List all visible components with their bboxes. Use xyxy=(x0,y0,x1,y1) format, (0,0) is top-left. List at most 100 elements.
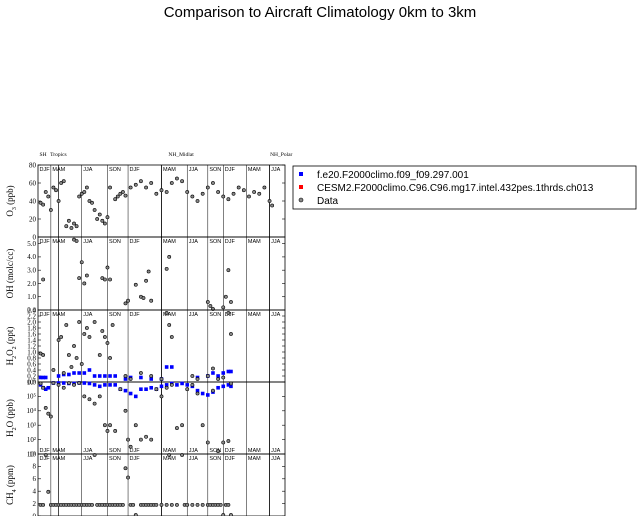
model-point xyxy=(43,375,48,380)
season-label: JJA xyxy=(189,456,199,462)
data-point xyxy=(149,298,154,303)
model-point xyxy=(229,369,233,374)
data-point xyxy=(123,374,128,378)
data-point xyxy=(195,199,200,203)
data-point xyxy=(115,194,120,199)
data-point xyxy=(41,502,46,507)
data-point xyxy=(190,502,195,507)
model-point xyxy=(139,387,143,391)
y-label-part: O xyxy=(5,210,15,217)
data-point xyxy=(262,185,267,190)
y-axis-label: H2O (ppb) xyxy=(5,399,18,437)
season-label: SON xyxy=(209,167,221,173)
data-point xyxy=(64,323,69,327)
data-point xyxy=(180,179,184,184)
y-label-part: H xyxy=(5,358,15,365)
data-point xyxy=(121,502,125,507)
data-point xyxy=(169,382,174,387)
chart-title: Comparison to Aircraft Climatology 0km t… xyxy=(164,4,477,21)
data-point xyxy=(216,190,221,194)
data-point xyxy=(38,381,43,386)
model-point xyxy=(56,374,61,378)
season-label: JJA xyxy=(83,239,93,245)
data-point xyxy=(87,199,92,203)
season-label: MAM xyxy=(248,239,261,245)
season-label: SON xyxy=(109,239,121,245)
data-point xyxy=(48,208,53,212)
season-label: DJF xyxy=(40,456,51,462)
data-point xyxy=(167,255,172,259)
season-label: JJA xyxy=(271,448,281,454)
season-label: JJA xyxy=(83,167,93,173)
model-point xyxy=(206,393,210,397)
data-point xyxy=(226,268,231,273)
season-label: MAM xyxy=(52,239,65,245)
y-label-subscript: 4 xyxy=(12,489,18,492)
data-point xyxy=(241,188,246,193)
y-tick-label: 4 xyxy=(33,488,37,496)
model-point xyxy=(175,383,179,387)
y-tick-label: 10⁵ xyxy=(27,393,37,401)
data-point xyxy=(146,269,151,274)
season-label: JJA xyxy=(189,312,199,318)
model-point xyxy=(128,391,133,396)
data-point xyxy=(105,341,110,345)
y-label-part: CH xyxy=(5,492,15,505)
data-point xyxy=(59,335,64,339)
data-point xyxy=(66,218,71,223)
region-label: NH_Polar xyxy=(270,152,292,158)
model-point xyxy=(159,384,164,389)
data-point xyxy=(105,265,110,270)
y-tick-label: 10¹ xyxy=(27,450,36,458)
data-point xyxy=(77,194,82,199)
data-point xyxy=(190,374,195,378)
data-point xyxy=(175,426,179,430)
season-label: SON xyxy=(209,456,221,462)
model-point xyxy=(61,381,66,385)
data-point xyxy=(43,190,48,194)
season-label: MAM xyxy=(52,448,65,454)
model-point xyxy=(164,383,169,387)
data-point xyxy=(190,382,195,387)
season-label: JJA xyxy=(271,312,281,318)
model-point xyxy=(221,384,226,389)
season-label: DJF xyxy=(40,448,51,454)
data-point xyxy=(66,381,71,385)
y-tick-label: 0.8 xyxy=(27,354,36,362)
season-label: DJF xyxy=(225,456,236,462)
data-point xyxy=(123,408,128,413)
data-point xyxy=(205,185,210,190)
data-point xyxy=(100,329,105,333)
data-point xyxy=(123,193,128,198)
data-point xyxy=(223,294,228,299)
data-point xyxy=(102,423,107,428)
data-point xyxy=(169,502,174,507)
data-point xyxy=(54,188,58,193)
legend-marker xyxy=(299,185,303,189)
data-point xyxy=(221,513,226,516)
model-point xyxy=(149,377,154,381)
model-point xyxy=(97,384,102,389)
model-point xyxy=(149,385,154,390)
data-point xyxy=(82,394,87,399)
model-point xyxy=(82,381,87,385)
model-point xyxy=(92,383,97,387)
y-label-part: O xyxy=(5,349,15,356)
model-point xyxy=(113,374,117,378)
data-point xyxy=(133,282,138,287)
model-point xyxy=(67,372,71,377)
data-point xyxy=(180,423,184,428)
data-point xyxy=(108,423,112,428)
model-point xyxy=(108,383,112,387)
data-point xyxy=(154,502,159,507)
data-point xyxy=(226,502,231,507)
data-point xyxy=(133,182,138,187)
data-point xyxy=(46,411,51,416)
data-point xyxy=(247,194,251,199)
model-point xyxy=(180,381,184,386)
data-point xyxy=(159,377,164,381)
data-point xyxy=(77,381,82,385)
data-point xyxy=(185,190,190,194)
data-point xyxy=(41,277,46,282)
season-label: MAM xyxy=(163,456,176,462)
